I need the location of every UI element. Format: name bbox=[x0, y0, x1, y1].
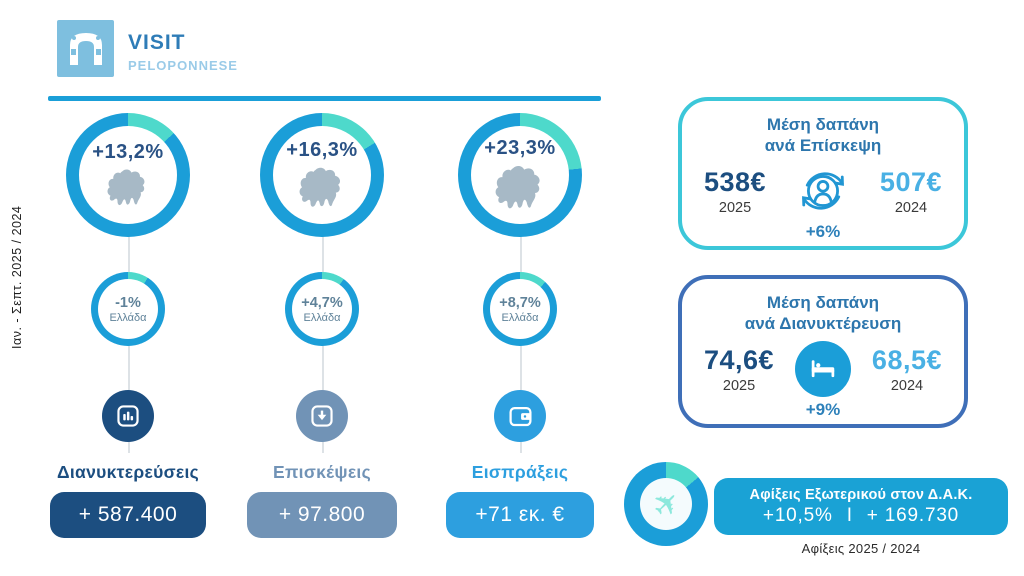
card-title: Μέση δαπάνη ανά Διανυκτέρευση bbox=[682, 292, 964, 334]
stat-column-overnights: +13,2% -1% Ελλάδα Διανυκτερεύσεις + 587.… bbox=[44, 113, 212, 538]
arrivals-pct: +10,5% bbox=[762, 504, 833, 526]
current-year: 2025 bbox=[722, 377, 756, 394]
peloponnese-map-icon bbox=[495, 165, 540, 209]
current-amount: 538€ bbox=[704, 166, 767, 197]
previous-year: 2024 bbox=[890, 377, 924, 394]
current-year: 2025 bbox=[718, 199, 752, 216]
previous-value-group: 68,5€ 2024 bbox=[872, 345, 942, 394]
card-title-line1: Μέση δαπάνη bbox=[766, 115, 880, 134]
overnights-value-badge: + 587.400 bbox=[50, 492, 206, 538]
current-value-group: 74,6€ 2025 bbox=[704, 345, 774, 394]
change-pct: +6% bbox=[805, 222, 841, 241]
receipts-greece-label: Ελλάδα bbox=[501, 311, 539, 324]
visits-greece-label: Ελλάδα bbox=[303, 311, 341, 324]
current-amount: 74,6€ bbox=[704, 344, 775, 375]
arrivals-caption: Αφίξεις 2025 / 2024 bbox=[801, 541, 921, 556]
arrivals-pie-chart: ✈ bbox=[624, 462, 708, 546]
visits-greece-ring: +4,7% Ελλάδα bbox=[285, 272, 359, 346]
visit-peloponnese-logo bbox=[57, 20, 114, 77]
arrivals-badge: Αφίξεις Εξωτερικού στον Δ.Α.Κ. +10,5% Ι … bbox=[714, 478, 1008, 535]
bed-icon-circle bbox=[795, 341, 851, 397]
receipts-value-badge: +71 εκ. € bbox=[446, 492, 594, 538]
visits-icon-circle bbox=[296, 390, 348, 442]
peloponnese-map-icon bbox=[299, 167, 341, 207]
stat-column-receipts: +23,3% +8,7% Ελλάδα Εισπράξεις +71 εκ. € bbox=[436, 113, 604, 538]
overnights-greece-label: Ελλάδα bbox=[109, 311, 147, 324]
receipts-greece-ring: +8,7% Ελλάδα bbox=[483, 272, 557, 346]
receipts-pct: +23,3% bbox=[484, 137, 556, 159]
current-value-group: 538€ 2025 bbox=[704, 167, 766, 216]
arrivals-count: + 169.730 bbox=[866, 504, 960, 526]
receipts-greece-pct: +8,7% bbox=[499, 294, 541, 311]
visits-greece-pct: +4,7% bbox=[301, 294, 343, 311]
overnights-greece-pct: -1% bbox=[115, 294, 141, 311]
arrivals-numbers: +10,5% Ι + 169.730 bbox=[714, 505, 1008, 527]
period-label: Ιαν. - Σεπτ. 2025 / 2024 bbox=[10, 205, 24, 350]
peloponnese-map-icon bbox=[107, 169, 145, 206]
stat-column-visits: +16,3% +4,7% Ελλάδα Επισκέψεις + 97.800 bbox=[238, 113, 406, 538]
brand-peloponnese: PELOPONNESE bbox=[128, 58, 238, 73]
wallet-icon bbox=[508, 406, 532, 426]
previous-year: 2024 bbox=[894, 199, 928, 216]
visits-value-badge: + 97.800 bbox=[247, 492, 397, 538]
visits-label: Επισκέψεις bbox=[272, 462, 371, 482]
brand-wordmark: VISIT PELOPONNESE bbox=[128, 31, 238, 73]
arrivals-pie-center: ✈ bbox=[640, 478, 692, 530]
airplane-icon: ✈ bbox=[643, 481, 689, 527]
arch-monument-icon bbox=[69, 32, 102, 65]
previous-amount: 68,5€ bbox=[871, 344, 942, 375]
card-title: Μέση δαπάνη ανά Επίσκεψη bbox=[682, 114, 964, 156]
previous-value-group: 507€ 2024 bbox=[880, 167, 942, 216]
inbox-arrow-icon bbox=[311, 405, 333, 427]
brand-visit: VISIT bbox=[128, 31, 186, 54]
card-title-line1: Μέση δαπάνη bbox=[766, 293, 880, 312]
header-divider bbox=[48, 96, 601, 101]
receipts-label: Εισπράξεις bbox=[471, 462, 569, 482]
card-title-line2: ανά Διανυκτέρευση bbox=[744, 314, 902, 333]
visits-donut-chart: +16,3% bbox=[260, 113, 384, 237]
bar-chart-icon bbox=[117, 405, 139, 427]
arrivals-title: Αφίξεις Εξωτερικού στον Δ.Α.Κ. bbox=[749, 486, 973, 503]
avg-spend-per-visit-card: Μέση δαπάνη ανά Επίσκεψη 538€ 2025 bbox=[678, 97, 968, 250]
card-values-row: 74,6€ 2025 68,5€ 2024 bbox=[682, 341, 964, 397]
previous-amount: 507€ bbox=[879, 166, 942, 197]
overnights-pct: +13,2% bbox=[92, 141, 164, 163]
overnights-donut-chart: +13,2% bbox=[66, 113, 190, 237]
arrivals-separator: Ι bbox=[846, 504, 853, 526]
overnights-greece-ring: -1% Ελλάδα bbox=[91, 272, 165, 346]
change-pct: +9% bbox=[805, 400, 841, 419]
person-refresh-icon bbox=[802, 172, 844, 210]
bed-icon bbox=[811, 360, 835, 378]
overnights-icon-circle bbox=[102, 390, 154, 442]
card-title-line2: ανά Επίσκεψη bbox=[764, 136, 882, 155]
visits-pct: +16,3% bbox=[286, 139, 358, 161]
receipts-icon-circle bbox=[494, 390, 546, 442]
avg-spend-per-overnight-card: Μέση δαπάνη ανά Διανυκτέρευση 74,6€ 2025 bbox=[678, 275, 968, 428]
overnights-label: Διανυκτερεύσεις bbox=[56, 462, 200, 482]
card-values-row: 538€ 2025 507€ 2024 bbox=[682, 163, 964, 219]
receipts-donut-chart: +23,3% bbox=[458, 113, 582, 237]
